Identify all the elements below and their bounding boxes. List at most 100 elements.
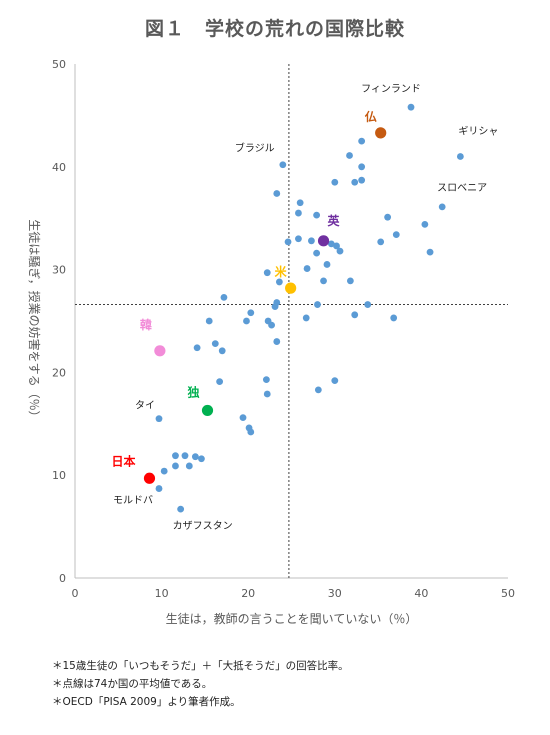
- data-point: [193, 344, 201, 352]
- data-point: [279, 161, 287, 169]
- country-label: スロベニア: [437, 182, 487, 194]
- data-point: [181, 452, 189, 460]
- country-label: フィンランド: [361, 83, 421, 95]
- data-point: [295, 209, 302, 217]
- data-point: [216, 378, 224, 386]
- highlighted-label: 仏: [365, 110, 377, 124]
- data-point: [438, 203, 446, 211]
- highlighted-point: [375, 127, 387, 139]
- data-point: [364, 301, 372, 308]
- highlighted-label: 日本: [111, 453, 135, 468]
- data-point: [336, 247, 344, 255]
- highlighted-label: 英: [328, 213, 341, 228]
- data-point: [275, 278, 283, 286]
- data-point: [296, 199, 304, 207]
- x-tick-label: 10: [155, 587, 169, 600]
- highlighted-point: [201, 404, 214, 417]
- y-tick-label: 20: [52, 366, 66, 379]
- data-point: [351, 178, 359, 186]
- country-label: モルドバ: [113, 495, 153, 507]
- footnote-3: ＊OECD「PISA 2009」より筆者作成。: [52, 696, 241, 708]
- highlighted-label: 韓: [140, 317, 152, 332]
- y-tick-label: 0: [59, 572, 66, 585]
- data-point: [262, 376, 270, 383]
- data-point: [302, 314, 310, 322]
- highlighted-label: 独: [186, 384, 199, 399]
- data-point: [313, 211, 321, 219]
- highlighted-label: 米: [275, 264, 288, 279]
- x-tick-label: 0: [72, 587, 79, 600]
- data-point: [392, 231, 400, 239]
- data-point: [271, 303, 279, 311]
- data-point: [303, 265, 311, 272]
- data-point: [218, 347, 226, 355]
- data-point: [331, 377, 339, 385]
- data-point: [323, 261, 331, 268]
- footnote-2: ＊点線は74か国の平均値である。: [52, 678, 213, 690]
- data-point: [263, 390, 271, 398]
- x-tick-label: 40: [414, 587, 428, 600]
- data-point: [243, 317, 250, 325]
- data-point: [185, 462, 193, 470]
- data-point: [295, 235, 302, 243]
- country-label: ブラジル: [235, 142, 275, 155]
- country-label: ギリシャ: [458, 126, 498, 138]
- data-point: [358, 137, 366, 145]
- data-point: [284, 238, 292, 246]
- footnotes: ＊15歳生徒の「いつもそうだ」＋「大抵そうだ」の回答比率。 ＊点線は74か国の平…: [52, 657, 349, 711]
- data-point: [247, 428, 255, 436]
- data-point: [351, 311, 359, 319]
- y-tick-label: 40: [52, 161, 66, 174]
- data-point: [308, 237, 315, 245]
- data-point: [239, 414, 247, 422]
- data-point: [346, 277, 354, 285]
- data-point: [346, 152, 353, 159]
- footnote-1: ＊15歳生徒の「いつもそうだ」＋「大抵そうだ」の回答比率。: [52, 660, 349, 672]
- data-point: [384, 213, 392, 221]
- x-tick-label: 50: [501, 587, 515, 600]
- x-axis-label: 生徒は，教師の言うことを聞いていない（％）: [166, 611, 418, 626]
- data-point: [263, 269, 271, 277]
- data-point: [314, 386, 322, 394]
- data-point: [205, 317, 213, 325]
- data-point: [333, 242, 340, 250]
- data-point: [313, 249, 321, 257]
- y-tick-label: 50: [52, 58, 66, 71]
- data-point: [198, 455, 205, 463]
- x-tick-label: 30: [328, 587, 342, 600]
- data-point: [268, 321, 275, 329]
- highlighted-point: [143, 472, 156, 484]
- y-tick-label: 10: [52, 469, 66, 482]
- data-point: [377, 238, 385, 246]
- data-point: [327, 240, 335, 248]
- country-label: カザフスタン: [173, 520, 233, 532]
- data-point: [211, 340, 219, 348]
- data-point: [191, 453, 199, 461]
- data-point: [273, 338, 281, 345]
- chart-title: 図１ 学校の荒れの国際比較: [144, 18, 405, 40]
- data-point: [456, 153, 464, 160]
- data-point: [177, 505, 185, 513]
- data-point: [421, 220, 429, 228]
- scatter-chart: 0 10 20 30 40 50 0 10 20 30 40 50 生徒は，教師の言うことを聞いていない…: [27, 58, 515, 626]
- y-tick-label: 30: [52, 264, 66, 277]
- data-point: [155, 415, 163, 423]
- data-point: [426, 248, 434, 256]
- data-point: [331, 178, 339, 186]
- data-point: [358, 176, 366, 184]
- data-point: [320, 277, 327, 285]
- data-point: [247, 309, 255, 317]
- highlighted-point: [317, 235, 330, 247]
- highlighted-point: [285, 282, 297, 294]
- y-axis-label: 生徒は騒ぎ，授業の妨害をする（％）: [27, 219, 42, 422]
- highlighted-point: [154, 345, 166, 357]
- x-tick-label: 20: [241, 587, 255, 600]
- data-point: [273, 190, 281, 197]
- data-point: [390, 314, 398, 322]
- data-point: [172, 452, 179, 460]
- country-label: タイ: [135, 400, 155, 412]
- data-point: [160, 467, 168, 475]
- data-point: [314, 301, 321, 308]
- data-point: [220, 293, 228, 301]
